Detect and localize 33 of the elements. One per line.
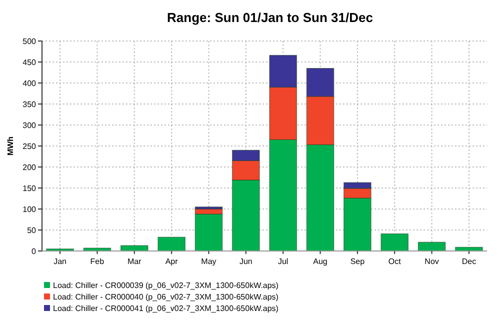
y-tick-label: 400 [22, 78, 37, 88]
y-tick-label: 250 [22, 142, 37, 151]
x-tick-label: Dec [462, 257, 476, 266]
legend-label: Load: Chiller - CR000041 (p_06_v02-7_3XM_1300-650kW.aps) [53, 304, 279, 313]
x-tick-label: Aug [313, 257, 328, 266]
y-tick-label: 200 [22, 162, 37, 172]
x-tick-label: Nov [424, 257, 439, 266]
x-tick-label: Mar [127, 257, 142, 266]
bar [158, 236, 186, 252]
y-tick-label: 50 [27, 226, 37, 235]
bar [418, 242, 446, 252]
x-tick-label: Jun [239, 257, 252, 266]
x-tick-label: Oct [388, 257, 402, 266]
y-axis-title: MWh [6, 136, 15, 156]
x-tick-label: May [201, 257, 216, 266]
y-tick-label: 100 [22, 204, 37, 214]
bar [380, 233, 408, 252]
y-tick-label: 350 [22, 100, 37, 109]
y-tick-label: 300 [22, 120, 37, 130]
x-tick-label: Feb [90, 257, 105, 266]
y-tick-label: 500 [22, 36, 37, 46]
y-tick-label: 450 [22, 58, 37, 67]
x-tick-label: Jan [54, 257, 66, 266]
bar [120, 245, 148, 252]
y-tick-label: 150 [22, 184, 37, 193]
x-tick-label: Jul [278, 257, 288, 266]
chart-title: Range: Sun 01/Jan to Sun 31/Dec [167, 10, 373, 25]
x-tick-label: Sep [350, 257, 366, 266]
legend-label: Load: Chiller - CR000040 (p_06_v02-7_3XM_1300-650kW.aps) [53, 292, 279, 302]
x-tick-label: Apr [165, 257, 178, 266]
bar [194, 214, 223, 252]
y-tick-label: 0 [32, 246, 37, 256]
legend-label: Load: Chiller - CR000039 (p_06_v02-7_3XM_1300-650kW.aps) [53, 281, 279, 290]
